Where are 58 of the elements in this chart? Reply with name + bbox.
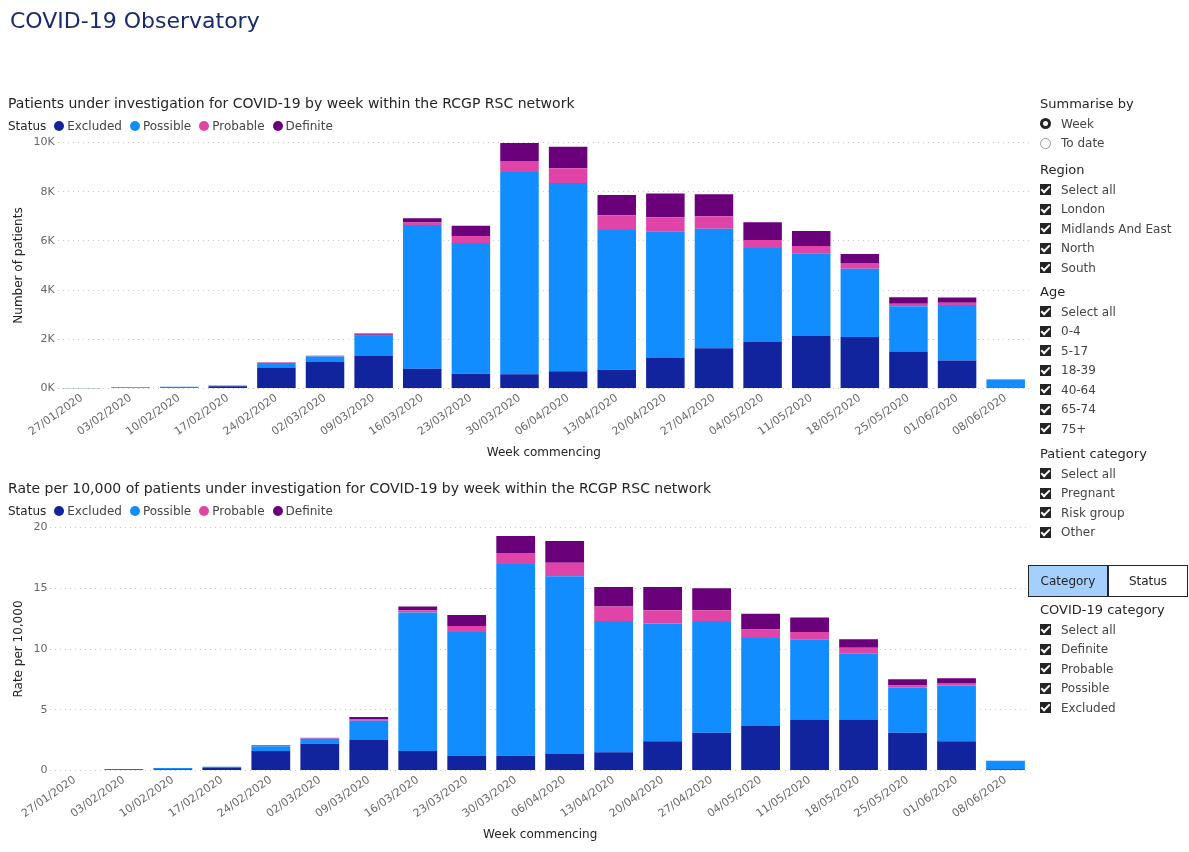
legend-label: Possible bbox=[142, 504, 192, 518]
x-axis-title: Week commencing bbox=[486, 444, 601, 459]
text: Other bbox=[1061, 525, 1096, 540]
text: South bbox=[1061, 260, 1096, 275]
legend-title: Status bbox=[8, 119, 47, 133]
text: Status bbox=[1108, 565, 1188, 597]
y-tick-label: 10K bbox=[33, 135, 56, 149]
legend-label: Probable bbox=[212, 504, 265, 518]
text: Patient category bbox=[1040, 446, 1148, 461]
y-tick-label: 5 bbox=[40, 702, 48, 716]
text: Possible bbox=[1061, 681, 1110, 696]
text: Category bbox=[1028, 565, 1108, 597]
text: Excluded bbox=[1061, 700, 1116, 715]
legend-label: Definite bbox=[285, 119, 333, 133]
text: Age bbox=[1040, 284, 1067, 299]
chart-title: Rate per 10,000 of patients under investigation for COVID-19 by week within the RCGP RSC network bbox=[8, 480, 713, 496]
text: Summarise by bbox=[1040, 96, 1135, 111]
legend-title: Status bbox=[8, 504, 47, 518]
y-tick-label: 0 bbox=[40, 763, 48, 777]
y-tick-label: 10 bbox=[33, 641, 48, 655]
text: 40-64 bbox=[1061, 382, 1096, 397]
text: North bbox=[1061, 241, 1095, 256]
text: Midlands And East bbox=[1061, 221, 1172, 236]
y-tick-label: 6K bbox=[40, 233, 56, 247]
y-tick-label: 20 bbox=[33, 520, 48, 534]
text: Select all bbox=[1061, 182, 1116, 197]
text: Risk group bbox=[1061, 505, 1125, 520]
text: 75+ bbox=[1061, 421, 1087, 436]
text: Week bbox=[1061, 116, 1094, 131]
y-tick-label: 0K bbox=[40, 381, 56, 395]
chart-title: Patients under investigation for COVID-19 by week within the RCGP RSC network bbox=[8, 95, 576, 111]
y-tick-label: 4K bbox=[40, 282, 56, 296]
legend-label: Excluded bbox=[67, 504, 122, 518]
text: Probable bbox=[1061, 661, 1114, 676]
text: London bbox=[1061, 202, 1105, 217]
legend-label: Possible bbox=[142, 119, 192, 133]
text: Select all bbox=[1061, 304, 1116, 319]
text: 5-17 bbox=[1061, 343, 1089, 358]
text: 18-39 bbox=[1061, 363, 1096, 378]
y-tick-label: 15 bbox=[33, 581, 48, 595]
legend-label: Excluded bbox=[67, 119, 122, 133]
text: Pregnant bbox=[1061, 486, 1115, 501]
text: COVID-19 category bbox=[1040, 602, 1166, 617]
y-axis-title: Rate per 10,000 bbox=[11, 600, 26, 698]
text: To date bbox=[1061, 136, 1105, 151]
y-tick-label: 2K bbox=[40, 332, 56, 346]
text: 65-74 bbox=[1061, 402, 1096, 417]
x-axis-title: Week commencing bbox=[483, 826, 598, 841]
text: 0-4 bbox=[1061, 324, 1081, 339]
text: Region bbox=[1040, 162, 1086, 177]
text: Select all bbox=[1061, 466, 1116, 481]
legend-label: Definite bbox=[285, 504, 333, 518]
text: COVID-19 Observatory bbox=[10, 8, 260, 33]
text: Select all bbox=[1061, 622, 1116, 637]
legend-label: Probable bbox=[212, 119, 265, 133]
y-axis-title: Number of patients bbox=[11, 207, 26, 324]
text: Definite bbox=[1061, 642, 1109, 657]
y-tick-label: 8K bbox=[40, 184, 56, 198]
